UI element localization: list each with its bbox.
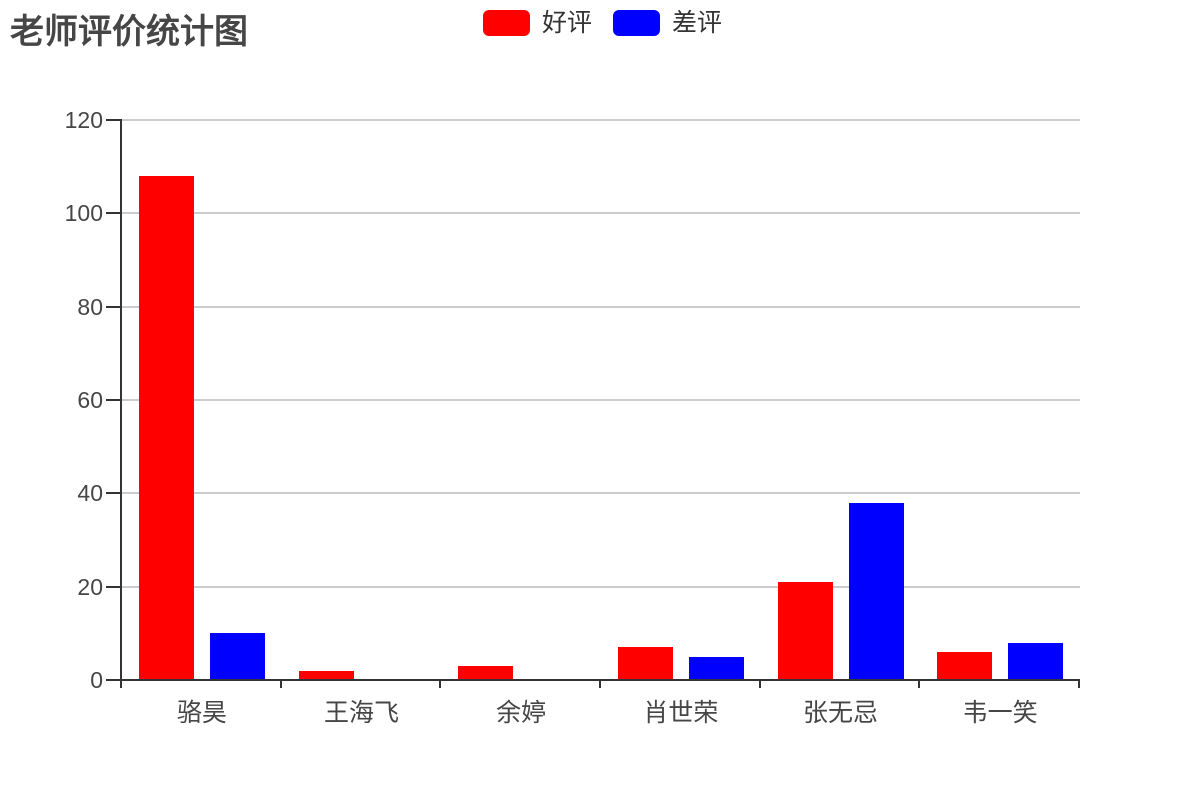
y-axis-tick — [106, 585, 122, 588]
x-axis-tick — [1078, 680, 1080, 688]
bar-negative — [688, 656, 744, 680]
x-axis-tick — [599, 680, 601, 688]
y-axis-tick — [106, 399, 122, 401]
x-axis-tick — [439, 680, 442, 688]
y-axis-label: 80 — [77, 293, 103, 320]
y-axis-tick — [106, 212, 122, 215]
bar-positive — [138, 176, 194, 680]
legend-swatch-negative-icon — [613, 10, 661, 36]
bar-positive — [937, 652, 993, 680]
y-axis-tick — [106, 119, 122, 121]
y-axis-label: 40 — [77, 480, 103, 507]
x-axis-label: 肖世荣 — [643, 699, 719, 727]
gridline — [122, 119, 1080, 121]
legend-swatch-positive-icon — [483, 10, 530, 36]
legend: 好评 差评 — [483, 10, 722, 36]
gridline — [122, 585, 1080, 588]
x-axis-label: 韦一笑 — [962, 699, 1038, 727]
y-axis-label: 60 — [77, 387, 103, 413]
x-axis-tick — [120, 680, 122, 688]
x-axis-tick — [918, 680, 921, 688]
y-axis-label: 20 — [77, 573, 103, 600]
x-axis-tick — [279, 680, 282, 688]
legend-item-positive[interactable]: 好评 — [483, 10, 592, 36]
y-axis-label: 100 — [64, 200, 103, 227]
legend-label-positive: 好评 — [542, 9, 593, 37]
gridline — [122, 212, 1080, 215]
legend-label-negative: 差评 — [672, 9, 723, 37]
gridline — [122, 305, 1080, 308]
chart-title: 老师评价统计图 — [10, 13, 248, 51]
x-axis-label: 骆昊 — [176, 699, 227, 727]
bar-negative — [848, 502, 904, 680]
bar-positive — [777, 582, 833, 680]
bar-negative — [1008, 642, 1064, 680]
bar-negative — [209, 633, 265, 680]
bar-positive — [458, 666, 514, 680]
bar-positive — [617, 647, 673, 680]
y-axis-label: 120 — [64, 107, 103, 133]
x-axis-label: 王海飞 — [323, 699, 399, 727]
y-axis-tick — [106, 492, 122, 495]
gridline — [122, 399, 1080, 401]
y-axis-label: 0 — [90, 667, 103, 693]
y-axis-line — [120, 120, 122, 680]
gridline — [122, 492, 1080, 495]
legend-item-negative[interactable]: 差评 — [613, 10, 722, 36]
y-axis-tick — [106, 305, 122, 308]
x-axis-label: 张无忌 — [802, 699, 878, 727]
x-axis-label: 余婷 — [496, 699, 547, 727]
y-axis-tick — [106, 679, 122, 681]
x-axis-tick — [758, 680, 761, 688]
bar-positive — [298, 670, 354, 680]
